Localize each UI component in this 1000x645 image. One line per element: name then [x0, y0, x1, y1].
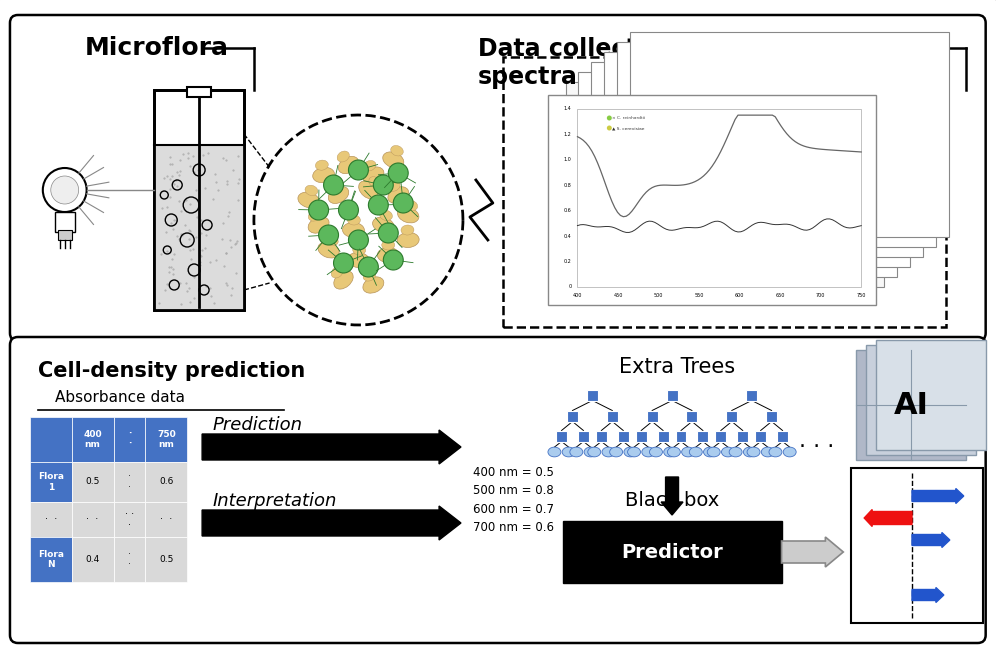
Ellipse shape — [584, 447, 597, 457]
Bar — [114, 417, 145, 462]
Ellipse shape — [761, 447, 774, 457]
Ellipse shape — [562, 447, 575, 457]
Bar — [55, 212, 75, 232]
FancyArrow shape — [202, 430, 461, 464]
Ellipse shape — [380, 210, 392, 221]
Text: ·
·: · · — [128, 472, 131, 491]
Bar — [726, 410, 737, 421]
Bar — [617, 42, 936, 247]
Ellipse shape — [682, 447, 695, 457]
Text: Black box: Black box — [625, 491, 719, 510]
Ellipse shape — [388, 181, 400, 192]
Text: 0.4: 0.4 — [564, 233, 571, 239]
Text: Flora
1: Flora 1 — [38, 472, 64, 491]
Text: Microflora: Microflora — [85, 36, 229, 60]
Circle shape — [339, 200, 358, 220]
Text: ·
·: · · — [128, 430, 131, 449]
Text: × C. reinhardtii: × C. reinhardtii — [612, 116, 646, 120]
FancyArrow shape — [202, 506, 461, 540]
Text: 0.2: 0.2 — [564, 259, 571, 264]
Ellipse shape — [326, 235, 338, 246]
Ellipse shape — [769, 447, 782, 457]
Ellipse shape — [369, 177, 381, 188]
Ellipse shape — [610, 447, 623, 457]
Bar — [556, 430, 567, 441]
Ellipse shape — [707, 447, 720, 457]
Text: Prediction: Prediction — [212, 416, 302, 434]
Bar — [636, 430, 647, 441]
Ellipse shape — [743, 447, 756, 457]
Text: Flora
N: Flora N — [38, 550, 64, 569]
Circle shape — [319, 225, 339, 245]
Ellipse shape — [347, 215, 360, 225]
Ellipse shape — [382, 240, 395, 250]
Circle shape — [348, 230, 368, 250]
Bar — [686, 410, 697, 421]
Ellipse shape — [363, 270, 376, 281]
Text: ·  ·: · · — [45, 515, 57, 524]
Circle shape — [51, 176, 79, 204]
Ellipse shape — [318, 242, 339, 258]
Circle shape — [383, 250, 403, 270]
Ellipse shape — [649, 447, 662, 457]
Bar — [58, 230, 72, 240]
Bar — [145, 417, 187, 462]
Text: Interpretation: Interpretation — [212, 492, 336, 510]
Ellipse shape — [721, 447, 734, 457]
Bar — [777, 430, 788, 441]
Text: 750
nm: 750 nm — [157, 430, 176, 449]
Ellipse shape — [783, 447, 796, 457]
Text: 650: 650 — [775, 293, 785, 298]
Bar — [30, 462, 72, 502]
Bar — [154, 90, 244, 310]
Text: 0.6: 0.6 — [159, 477, 173, 486]
Ellipse shape — [588, 447, 601, 457]
Bar — [114, 502, 145, 537]
Ellipse shape — [405, 201, 418, 211]
Text: Cell-density prediction: Cell-density prediction — [38, 361, 305, 381]
Bar — [676, 430, 686, 441]
Bar — [647, 410, 658, 421]
Circle shape — [607, 115, 612, 121]
Ellipse shape — [704, 447, 717, 457]
Text: ·
·: · · — [128, 550, 131, 569]
Ellipse shape — [377, 248, 399, 263]
FancyArrow shape — [661, 477, 683, 515]
Bar — [766, 410, 777, 421]
Text: 0.5: 0.5 — [85, 477, 100, 486]
Ellipse shape — [305, 185, 318, 195]
Bar — [72, 537, 114, 582]
Text: 700: 700 — [816, 293, 825, 298]
Bar — [737, 430, 748, 441]
Bar — [154, 90, 244, 310]
Bar — [72, 417, 114, 462]
Ellipse shape — [308, 210, 321, 221]
Text: SHAP values: SHAP values — [882, 473, 960, 486]
Bar — [563, 521, 782, 583]
Bar — [746, 390, 757, 401]
Text: 450: 450 — [613, 293, 623, 298]
Ellipse shape — [315, 160, 328, 170]
Circle shape — [309, 200, 329, 220]
Bar — [114, 462, 145, 502]
Text: Absorbance data: Absorbance data — [55, 390, 185, 404]
FancyBboxPatch shape — [10, 337, 986, 643]
Ellipse shape — [363, 277, 384, 293]
Ellipse shape — [667, 447, 680, 457]
Bar — [697, 430, 708, 441]
Ellipse shape — [331, 266, 343, 278]
Bar — [72, 502, 114, 537]
Text: 1.2: 1.2 — [564, 132, 571, 137]
Bar — [187, 87, 211, 97]
Circle shape — [348, 160, 368, 180]
Bar — [30, 537, 72, 582]
Text: 400: 400 — [573, 293, 582, 298]
Text: 0.4: 0.4 — [85, 555, 100, 564]
Bar — [596, 430, 607, 441]
Circle shape — [324, 175, 343, 195]
Circle shape — [358, 257, 378, 277]
Text: · ·
·: · · · — [125, 509, 134, 530]
Bar — [578, 430, 589, 441]
Circle shape — [607, 126, 612, 130]
